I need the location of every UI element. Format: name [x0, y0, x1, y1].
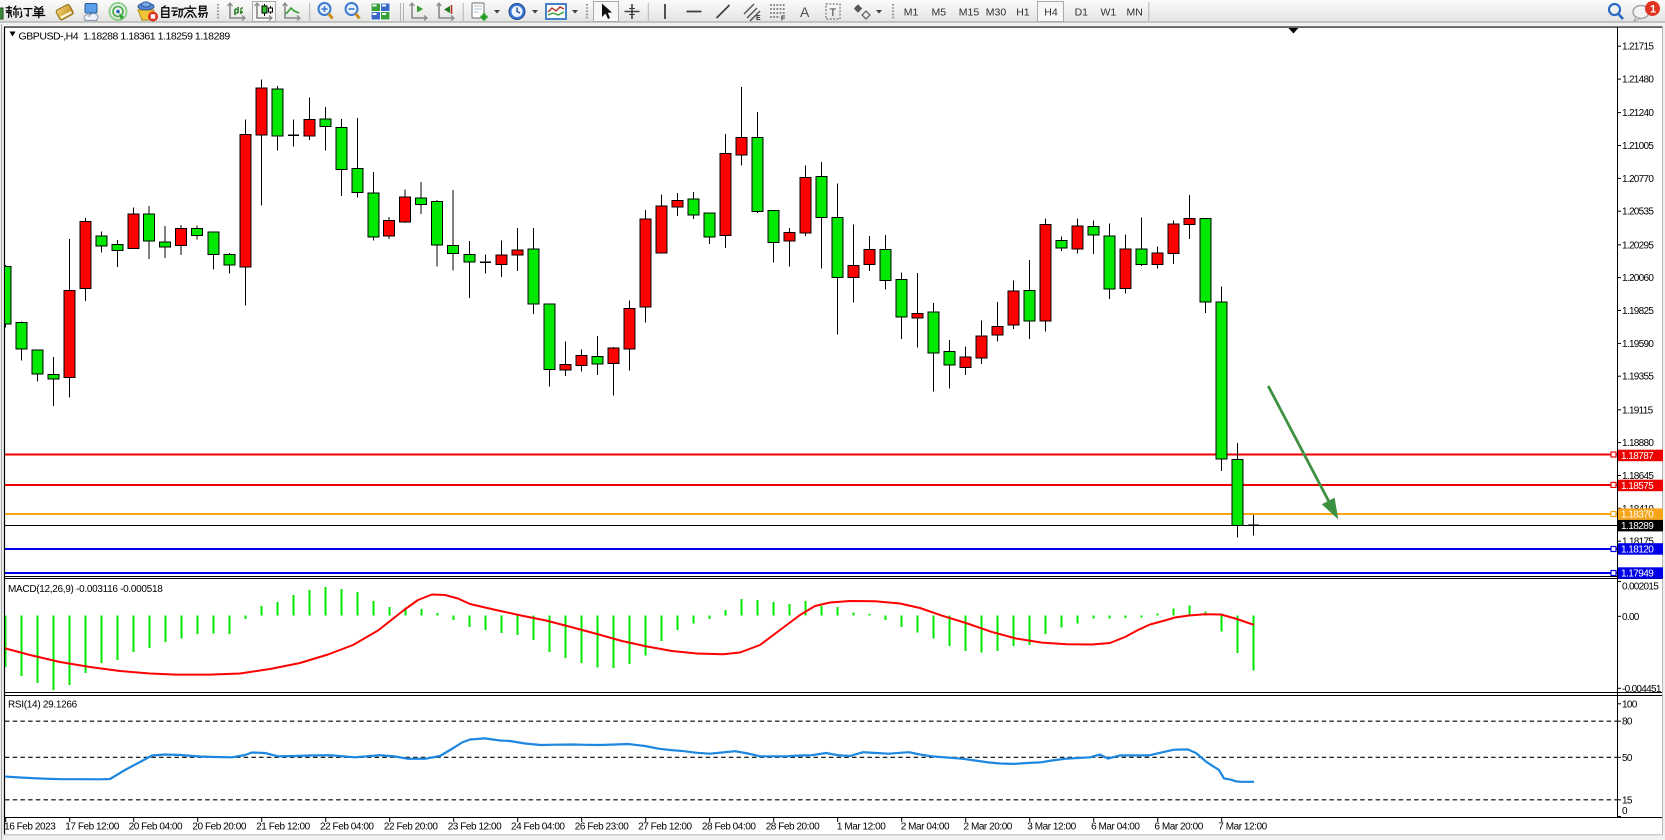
svg-text:22 Feb 20:00: 22 Feb 20:00: [384, 822, 438, 833]
svg-text:1.20295: 1.20295: [1622, 240, 1654, 251]
svg-text:17 Feb 12:00: 17 Feb 12:00: [65, 822, 119, 833]
svg-text:2 Mar 20:00: 2 Mar 20:00: [964, 822, 1013, 833]
svg-text:24 Feb 04:00: 24 Feb 04:00: [511, 822, 565, 833]
svg-text:1.18645: 1.18645: [1622, 471, 1654, 482]
svg-text:28 Feb 04:00: 28 Feb 04:00: [702, 822, 756, 833]
svg-text:MN: MN: [1127, 7, 1143, 19]
svg-text:1.21240: 1.21240: [1622, 108, 1654, 119]
svg-text:M30: M30: [986, 7, 1007, 19]
svg-text:21 Feb 12:00: 21 Feb 12:00: [256, 822, 310, 833]
svg-text:26 Feb 23:00: 26 Feb 23:00: [575, 822, 629, 833]
svg-text:T: T: [830, 7, 837, 19]
svg-text:1.17949: 1.17949: [1621, 569, 1654, 580]
svg-text:16 Feb 2023: 16 Feb 2023: [4, 822, 56, 833]
svg-text:F: F: [781, 16, 786, 23]
svg-text:1.19825: 1.19825: [1622, 306, 1654, 317]
svg-text:M5: M5: [932, 7, 947, 19]
svg-text:1.20770: 1.20770: [1622, 174, 1654, 185]
svg-text:1.21715: 1.21715: [1622, 42, 1654, 53]
svg-text:50: 50: [1622, 753, 1633, 764]
svg-text:A: A: [800, 4, 810, 20]
svg-text:1.19590: 1.19590: [1622, 339, 1654, 350]
svg-text:1.20535: 1.20535: [1622, 207, 1654, 218]
svg-text:E: E: [756, 15, 761, 22]
svg-text:1.18575: 1.18575: [1621, 481, 1654, 492]
svg-text:H1: H1: [1016, 7, 1030, 19]
svg-text:2 Mar 04:00: 2 Mar 04:00: [901, 822, 950, 833]
svg-text:M15: M15: [959, 7, 980, 19]
svg-text:3 Mar 12:00: 3 Mar 12:00: [1027, 822, 1076, 833]
svg-text:27 Feb 12:00: 27 Feb 12:00: [638, 822, 692, 833]
svg-text:20 Feb 04:00: 20 Feb 04:00: [129, 822, 183, 833]
svg-text:1.18787: 1.18787: [1621, 451, 1654, 462]
svg-text:1.19115: 1.19115: [1622, 405, 1654, 416]
svg-text:23 Feb 12:00: 23 Feb 12:00: [448, 822, 502, 833]
svg-text:1: 1: [1650, 4, 1656, 16]
svg-text:6 Mar 20:00: 6 Mar 20:00: [1154, 822, 1203, 833]
svg-text:M1: M1: [904, 7, 919, 19]
svg-text:1.18370: 1.18370: [1621, 510, 1654, 521]
svg-text:0.002015: 0.002015: [1622, 581, 1659, 592]
svg-text:7 Mar 12:00: 7 Mar 12:00: [1218, 822, 1267, 833]
svg-text:MACD(12,26,9) -0.003116 -0.000: MACD(12,26,9) -0.003116 -0.000518: [8, 584, 163, 595]
svg-text:1.21480: 1.21480: [1622, 75, 1654, 86]
svg-text:1.18289: 1.18289: [1621, 521, 1654, 532]
svg-text:H4: H4: [1044, 7, 1058, 19]
svg-text:1.18120: 1.18120: [1621, 545, 1654, 556]
svg-text:1.19355: 1.19355: [1622, 372, 1654, 383]
svg-text:28 Feb 20:00: 28 Feb 20:00: [766, 822, 820, 833]
svg-text:RSI(14) 29.1266: RSI(14) 29.1266: [8, 700, 78, 711]
svg-text:15: 15: [1622, 795, 1633, 806]
svg-text:-0.004451: -0.004451: [1622, 684, 1662, 695]
svg-text:1.21005: 1.21005: [1622, 141, 1654, 152]
svg-text:GBPUSD-,H4 1.18288 1.18361 1.: GBPUSD-,H4 1.18288 1.18361 1.18259 1.182…: [19, 31, 231, 43]
svg-text:1.18880: 1.18880: [1622, 438, 1654, 449]
svg-text:1.20060: 1.20060: [1622, 273, 1654, 284]
svg-text:0: 0: [1622, 806, 1628, 817]
svg-text:1.18175: 1.18175: [1622, 537, 1654, 548]
svg-text:0.00: 0.00: [1622, 612, 1640, 623]
svg-text:100: 100: [1622, 699, 1638, 710]
svg-text:80: 80: [1622, 717, 1633, 728]
svg-text:W1: W1: [1101, 7, 1117, 19]
svg-text:1 Mar 12:00: 1 Mar 12:00: [837, 822, 886, 833]
svg-text:6 Mar 04:00: 6 Mar 04:00: [1091, 822, 1140, 833]
svg-text:20 Feb 20:00: 20 Feb 20:00: [192, 822, 246, 833]
svg-text:22 Feb 04:00: 22 Feb 04:00: [320, 822, 374, 833]
svg-text:D1: D1: [1075, 7, 1089, 19]
